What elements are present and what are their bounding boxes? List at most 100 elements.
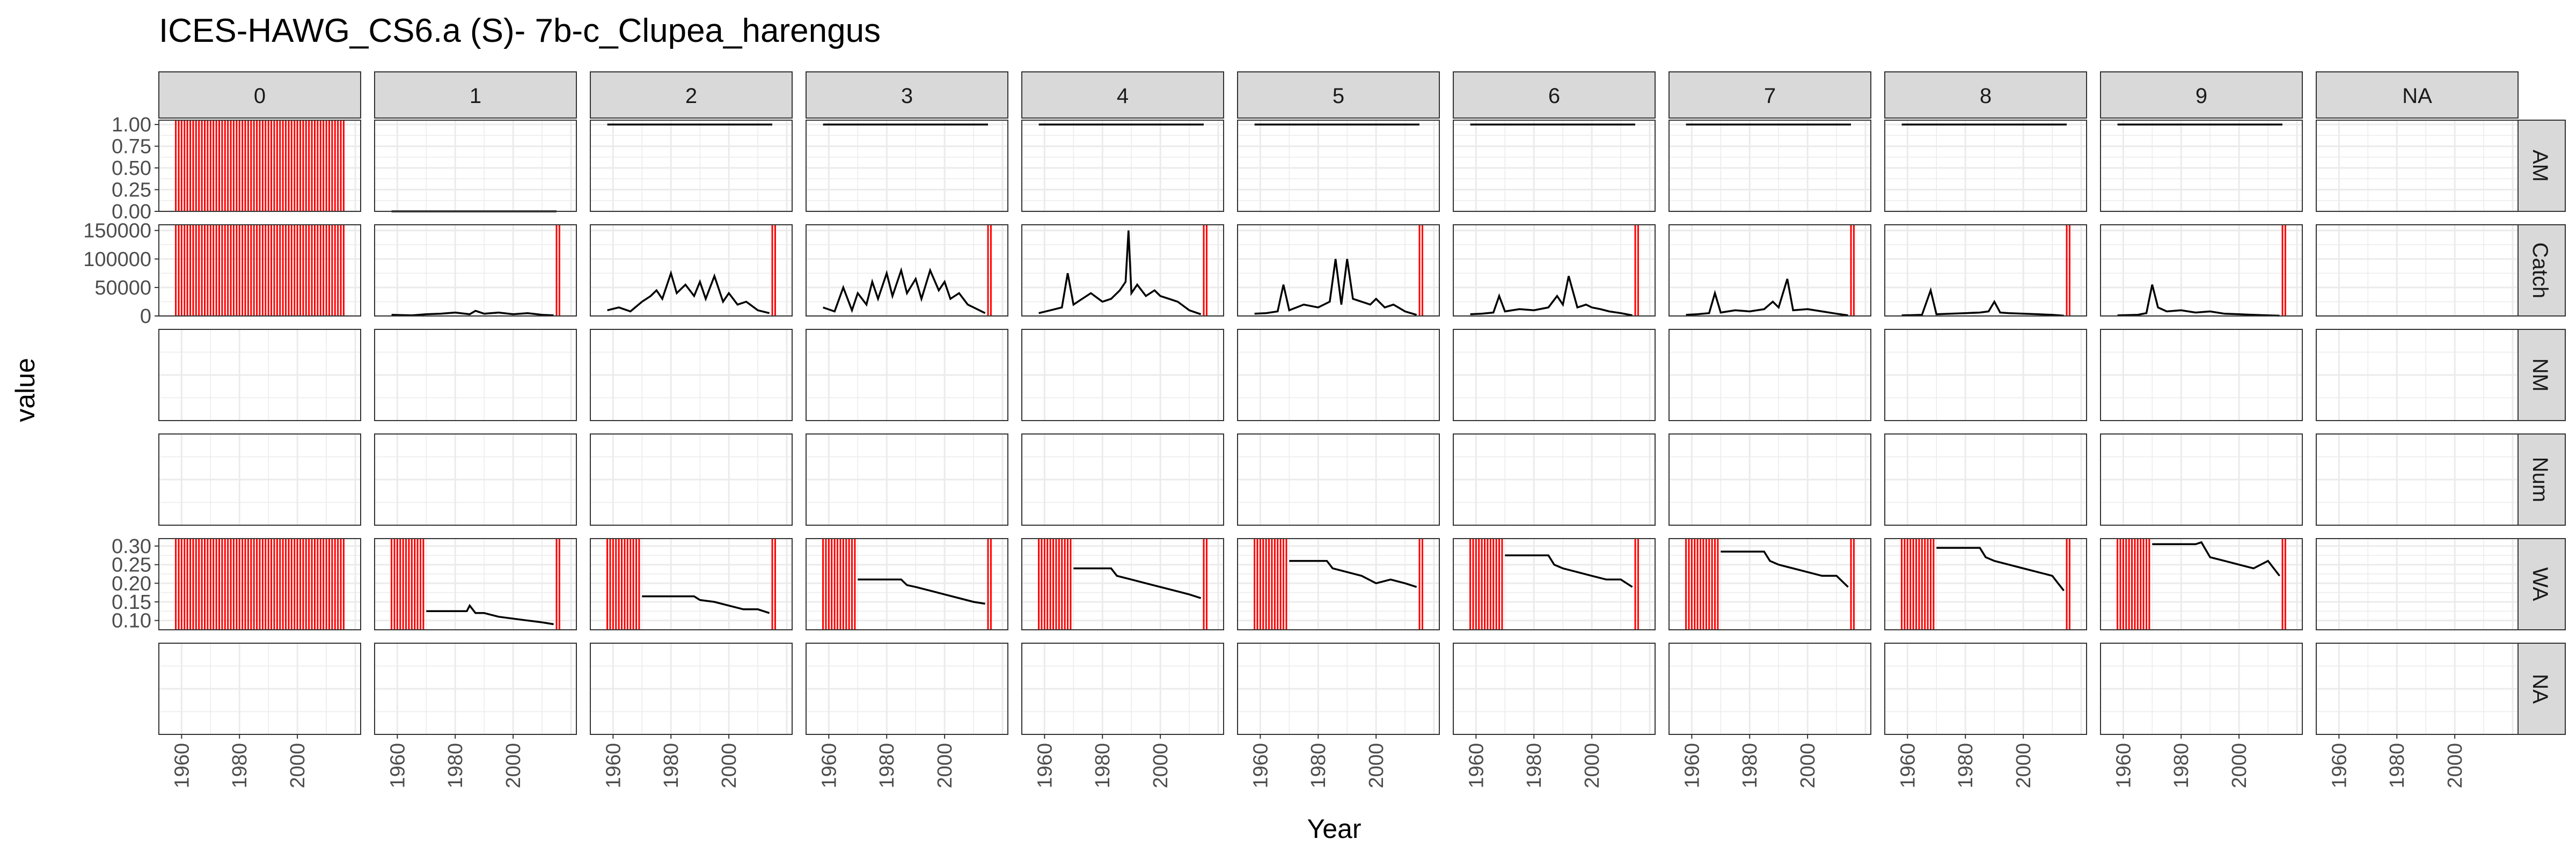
panel — [374, 224, 577, 317]
series-line — [1936, 547, 2065, 592]
row-strip — [2515, 433, 2566, 526]
x-tick-label: 2000 — [718, 743, 741, 789]
panel-border — [2100, 329, 2303, 421]
panel-background — [1885, 120, 2087, 211]
panel-background — [1453, 225, 1655, 316]
panel-background — [1022, 539, 1224, 630]
panel — [1884, 538, 2087, 630]
panel-background — [1238, 225, 1439, 316]
panel-border — [2100, 538, 2303, 630]
series-line — [1901, 287, 2064, 317]
panel — [374, 433, 577, 526]
panel-background — [590, 225, 792, 316]
panel — [1668, 538, 1871, 630]
panel-border — [1453, 329, 1656, 421]
x-tick-label: 2000 — [1581, 743, 1604, 789]
panel — [2100, 224, 2303, 317]
panel — [1668, 329, 1871, 421]
panel-border — [1668, 538, 1871, 630]
panel — [1237, 120, 1440, 212]
x-tick-label: 1960 — [2328, 743, 2351, 789]
column-strip-label: 3 — [901, 84, 913, 108]
panel — [1884, 643, 2087, 735]
panel-background — [2316, 539, 2518, 630]
panel-background — [375, 225, 576, 316]
panel — [2316, 433, 2519, 526]
x-tick-label: 1960 — [1249, 743, 1272, 789]
series-line — [858, 578, 985, 605]
column-strip-label: 2 — [685, 84, 697, 108]
panel-background — [1238, 120, 1439, 211]
panel-border — [2316, 120, 2519, 212]
column-strip-label: 5 — [1333, 84, 1344, 108]
x-tick-label: 1960 — [1034, 743, 1056, 789]
panel-border — [1237, 538, 1440, 630]
panel-background — [375, 120, 576, 211]
series-line — [607, 270, 770, 314]
y-tick-label: 0.75 — [112, 136, 151, 158]
x-tick-label: 1980 — [1092, 743, 1114, 789]
series-line — [391, 310, 554, 317]
panel — [1453, 224, 1656, 317]
x-tick-label: 1960 — [818, 743, 840, 789]
x-tick-label: 2000 — [502, 743, 525, 789]
column-strip — [374, 71, 577, 119]
panel — [158, 120, 361, 212]
panel-border — [2100, 120, 2303, 212]
panel — [806, 329, 1008, 421]
panel — [2100, 120, 2303, 212]
panel — [2100, 538, 2303, 630]
x-tick-label: 1960 — [386, 743, 409, 789]
panel-border — [806, 329, 1008, 421]
panel-border — [1884, 329, 2087, 421]
panel-background — [375, 539, 576, 630]
panel — [590, 329, 793, 421]
x-tick-label: 2000 — [1365, 743, 1388, 789]
panel — [374, 643, 577, 735]
panel-border — [590, 329, 793, 421]
y-axis-label: value — [10, 358, 40, 422]
row-strip — [2515, 643, 2566, 735]
x-tick-label: 1980 — [2170, 743, 2193, 789]
y-tick-label: 0.10 — [112, 610, 151, 632]
panel-border — [1237, 433, 1440, 526]
panel — [1453, 329, 1656, 421]
panel-background — [2101, 120, 2302, 211]
panel-background — [1453, 539, 1655, 630]
panel-background — [806, 225, 1008, 316]
panel-border — [158, 329, 361, 421]
panel-border — [374, 538, 577, 630]
panel — [2316, 120, 2519, 212]
panel — [158, 224, 361, 317]
series-line — [1289, 560, 1417, 588]
panel-background — [1885, 225, 2087, 316]
panel-background — [1022, 225, 1224, 316]
panel — [2100, 329, 2303, 421]
panel-border — [2316, 433, 2519, 526]
series-line — [1721, 550, 1849, 588]
x-tick-label: 2000 — [934, 743, 956, 789]
y-tick-label: 0.00 — [112, 201, 151, 223]
series-line — [1686, 278, 1848, 317]
panel — [1884, 120, 2087, 212]
panel-border — [590, 643, 793, 735]
panel-border — [2100, 433, 2303, 526]
panel-border — [2100, 643, 2303, 735]
panel-border — [1021, 433, 1224, 526]
panel-background — [2101, 225, 2302, 316]
panel-background — [590, 120, 792, 211]
panel — [1021, 433, 1224, 526]
column-strip-label: 1 — [470, 84, 481, 108]
panel-border — [1453, 224, 1656, 317]
panel — [806, 538, 1008, 630]
panel — [590, 224, 793, 317]
column-strip-label: 9 — [2196, 84, 2207, 108]
x-tick-label: 1960 — [2112, 743, 2135, 789]
panel-border — [1453, 643, 1656, 735]
panel — [1021, 538, 1224, 630]
panel — [1453, 643, 1656, 735]
panel-border — [1237, 643, 1440, 735]
panel-border — [1668, 120, 1871, 212]
panel-border — [806, 224, 1008, 317]
panel-border — [1021, 538, 1224, 630]
